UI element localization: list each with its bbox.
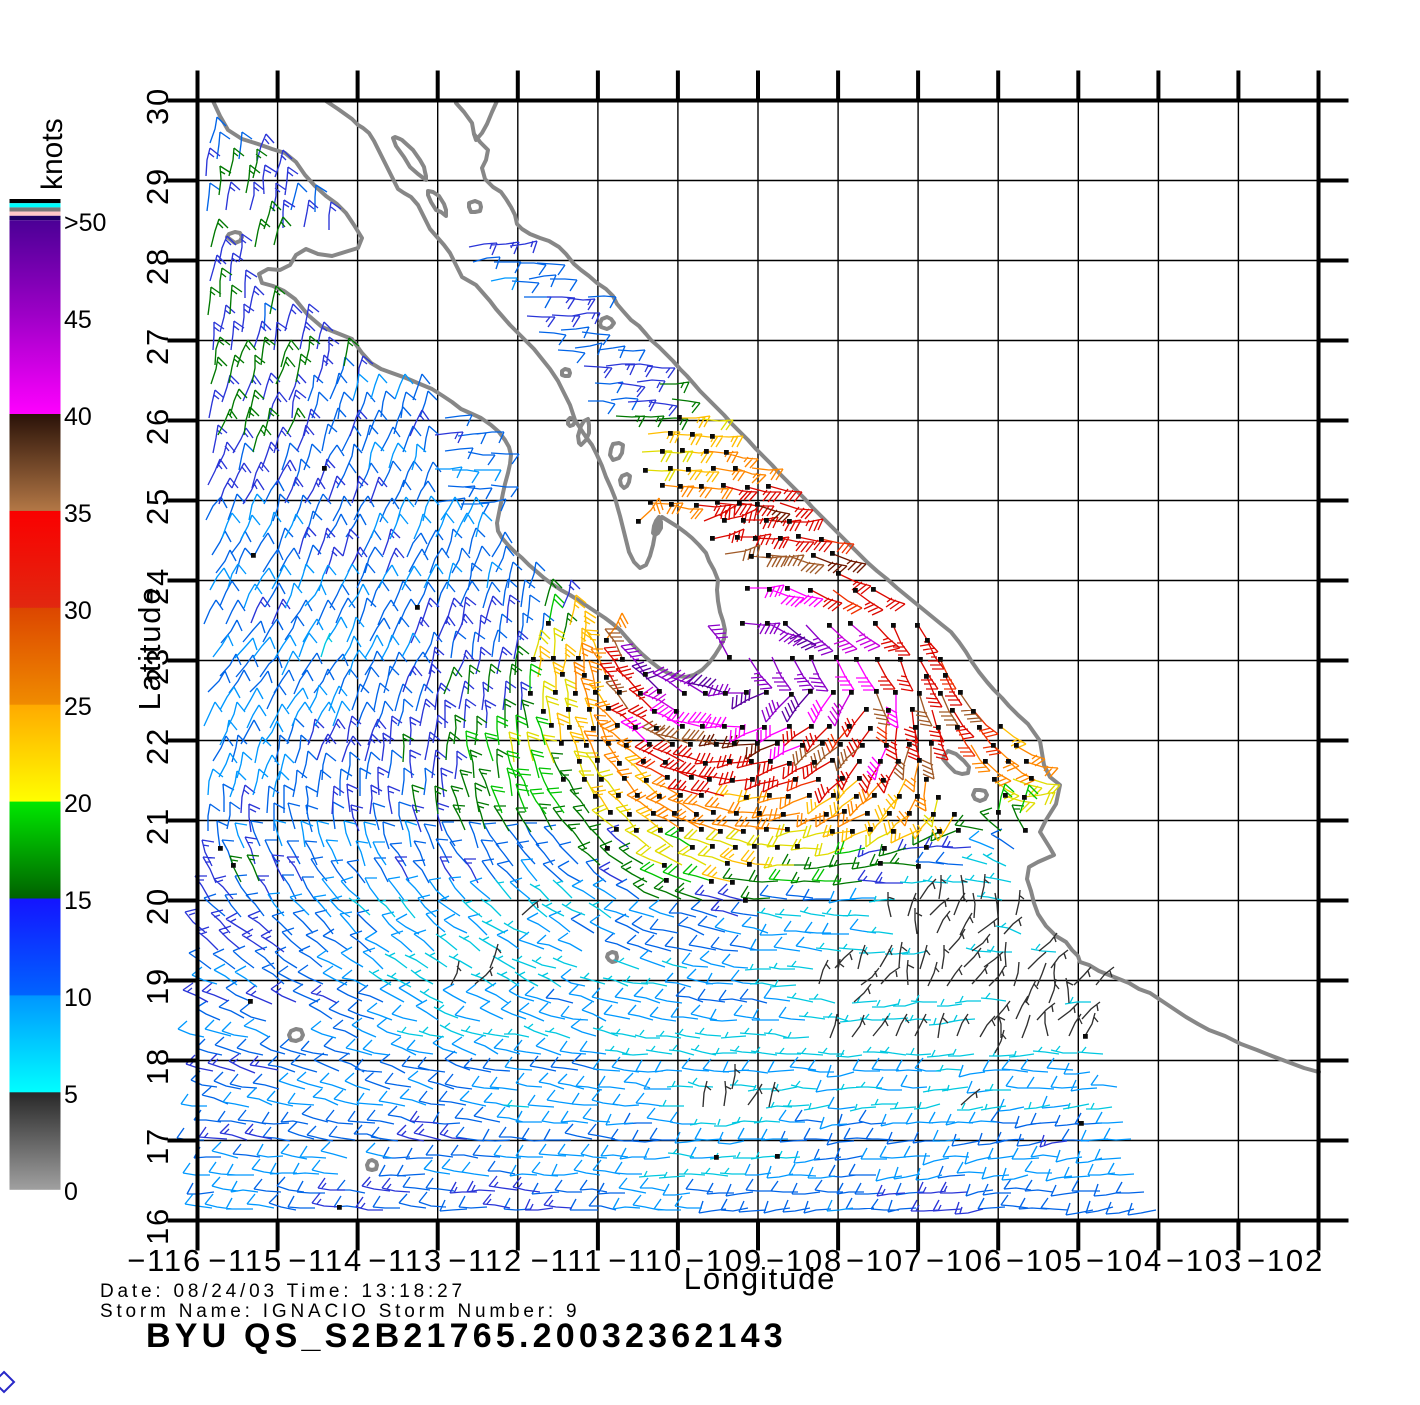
svg-text:BYU QS_S2B21765.20032362143: BYU QS_S2B21765.20032362143: [146, 1317, 787, 1355]
svg-text:27: 27: [140, 327, 175, 365]
svg-text:−109: −109: [686, 1243, 763, 1278]
svg-text:−111: −111: [531, 1243, 603, 1278]
svg-text:24: 24: [140, 567, 175, 605]
svg-text:15: 15: [64, 887, 92, 915]
svg-text:>50: >50: [64, 209, 106, 237]
svg-text:−103: −103: [1166, 1243, 1243, 1278]
svg-text:−110: −110: [608, 1243, 683, 1278]
svg-text:10: 10: [64, 984, 92, 1012]
svg-text:18: 18: [140, 1047, 175, 1085]
svg-text:23: 23: [140, 647, 175, 685]
svg-text:−107: −107: [846, 1243, 923, 1278]
svg-text:−114: −114: [288, 1243, 363, 1278]
svg-text:25: 25: [140, 487, 175, 525]
svg-text:−115: −115: [208, 1243, 283, 1278]
svg-text:25: 25: [64, 693, 92, 721]
svg-text:0: 0: [64, 1178, 78, 1206]
svg-text:Storm Name: IGNACIO Stor: Storm Name: IGNACIO Storm Number: 9: [100, 1301, 580, 1322]
svg-text:Date: 08/24/03 Time: 13:1: Date: 08/24/03 Time: 13:18:27: [100, 1281, 466, 1302]
svg-text:45: 45: [64, 306, 92, 334]
svg-text:−108: −108: [766, 1243, 843, 1278]
svg-text:−106: −106: [926, 1243, 1003, 1278]
svg-text:20: 20: [64, 790, 92, 818]
svg-text:5: 5: [64, 1081, 78, 1109]
svg-text:−104: −104: [1086, 1243, 1163, 1278]
svg-text:20: 20: [140, 887, 175, 925]
svg-text:30: 30: [64, 597, 92, 625]
svg-text:40: 40: [64, 403, 92, 431]
svg-text:29: 29: [140, 167, 175, 205]
svg-text:35: 35: [64, 500, 92, 528]
svg-text:knots: knots: [36, 118, 69, 190]
svg-text:19: 19: [140, 967, 175, 1005]
svg-text:−105: −105: [1006, 1243, 1083, 1278]
svg-text:−113: −113: [368, 1243, 443, 1278]
svg-text:16: 16: [140, 1207, 175, 1245]
svg-text:−116: −116: [127, 1243, 202, 1278]
svg-text:−102: −102: [1247, 1243, 1324, 1278]
svg-text:17: 17: [140, 1127, 175, 1165]
svg-text:26: 26: [140, 407, 175, 445]
svg-text:22: 22: [140, 727, 175, 765]
svg-text:21: 21: [140, 807, 175, 845]
svg-text:Latitude: Latitude: [132, 586, 167, 711]
svg-text:30: 30: [140, 87, 175, 125]
svg-text:28: 28: [140, 247, 175, 285]
svg-text:−112: −112: [448, 1243, 523, 1278]
svg-text:Longitude: Longitude: [684, 1261, 836, 1296]
